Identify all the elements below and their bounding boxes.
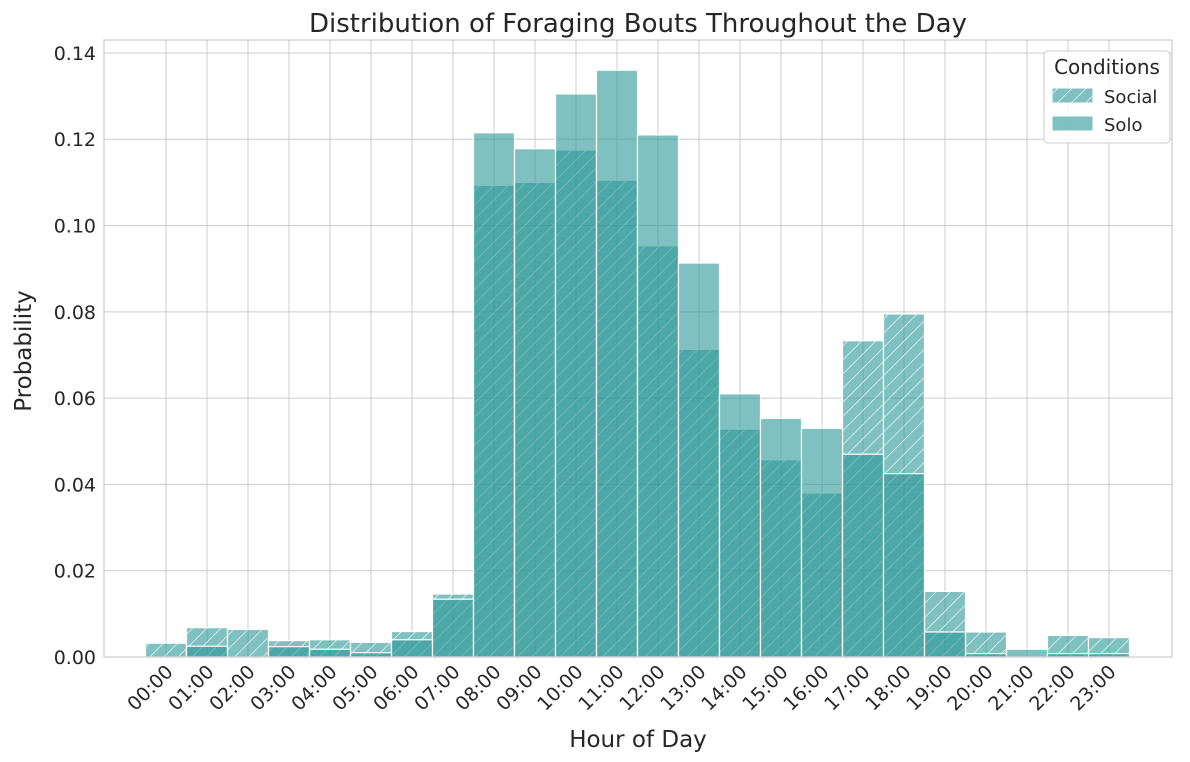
x-tick-label: 16:00 — [779, 661, 833, 715]
x-tick-label: 05:00 — [328, 661, 382, 715]
x-tick-label: 07:00 — [410, 661, 464, 715]
y-tick-label: 0.06 — [54, 388, 96, 410]
y-tick-label: 0.14 — [54, 43, 96, 65]
x-tick-label: 01:00 — [164, 661, 218, 715]
x-tick-label: 23:00 — [1066, 661, 1120, 715]
x-tick-label: 10:00 — [533, 661, 587, 715]
x-tick-label: 15:00 — [738, 661, 792, 715]
y-tick-label: 0.00 — [54, 647, 96, 669]
x-tick-label: 02:00 — [205, 661, 259, 715]
x-tick-label: 18:00 — [861, 661, 915, 715]
bar-solo-1500 — [759, 417, 803, 658]
x-tick-label: 04:00 — [287, 661, 341, 715]
y-ticks: 0.00 0.02 0.04 0.06 0.08 0.10 0.12 0.14 — [54, 43, 96, 669]
x-tick-label: 20:00 — [943, 661, 997, 715]
x-tick-label: 06:00 — [369, 661, 423, 715]
y-tick-label: 0.12 — [54, 129, 96, 151]
x-tick-label: 11:00 — [574, 661, 628, 715]
bar-solo-1400 — [718, 393, 762, 658]
legend-title: Conditions — [1054, 55, 1160, 79]
bar-solo-1800 — [882, 473, 926, 658]
bar-solo-1600 — [800, 427, 844, 658]
bar-solo-1200 — [636, 134, 680, 658]
plot-frame — [103, 39, 1173, 658]
x-tick-label: 21:00 — [984, 661, 1038, 715]
x-axis-label: Hour of Day — [569, 727, 707, 753]
chart-title: Distribution of Foraging Bouts Throughou… — [309, 9, 967, 39]
bar-solo-0800 — [472, 132, 516, 658]
bar-solo-1100 — [595, 69, 639, 658]
bar-solo-1900 — [923, 631, 967, 658]
legend-swatch-solo — [1051, 115, 1094, 132]
x-tick-label: 19:00 — [902, 661, 956, 715]
bars — [144, 69, 1131, 658]
x-tick-label: 14:00 — [697, 661, 751, 715]
bar-solo-0700 — [431, 598, 475, 658]
legend-label-social: Social — [1104, 87, 1157, 108]
x-tick-label: 09:00 — [492, 661, 546, 715]
bar-solo-0400 — [308, 648, 352, 658]
bar-solo-0300 — [267, 646, 311, 658]
x-tick-label: 22:00 — [1025, 661, 1079, 715]
bar-social-0000 — [144, 642, 188, 658]
x-tick-label: 03:00 — [246, 661, 300, 715]
bar-social-0200 — [226, 628, 270, 658]
bar-solo-0900 — [513, 148, 557, 658]
y-tick-label: 0.02 — [54, 561, 96, 583]
x-tick-label: 12:00 — [615, 661, 669, 715]
legend: Conditions Social Solo — [1043, 50, 1171, 144]
x-tick-label: 00:00 — [123, 661, 177, 715]
bar-solo-0500 — [349, 652, 393, 658]
legend-swatch-social — [1051, 87, 1094, 104]
bar-solo-0100 — [185, 645, 229, 658]
bar-solo-1000 — [554, 93, 598, 658]
y-axis-label: Probability — [11, 290, 37, 412]
x-tick-label: 17:00 — [820, 661, 874, 715]
x-tick-label: 08:00 — [451, 661, 505, 715]
bar-solo-0600 — [390, 639, 434, 658]
x-ticks: 00:0001:0002:0003:0004:0005:0006:0007:00… — [123, 661, 1120, 715]
y-tick-label: 0.08 — [54, 302, 96, 324]
bar-solo-2100 — [1005, 648, 1049, 658]
bar-solo-1300 — [677, 262, 721, 658]
bar-solo-1700 — [841, 453, 885, 658]
x-tick-label: 13:00 — [656, 661, 710, 715]
legend-label-solo: Solo — [1104, 115, 1142, 136]
y-tick-label: 0.10 — [54, 216, 96, 238]
y-tick-label: 0.04 — [54, 474, 96, 496]
